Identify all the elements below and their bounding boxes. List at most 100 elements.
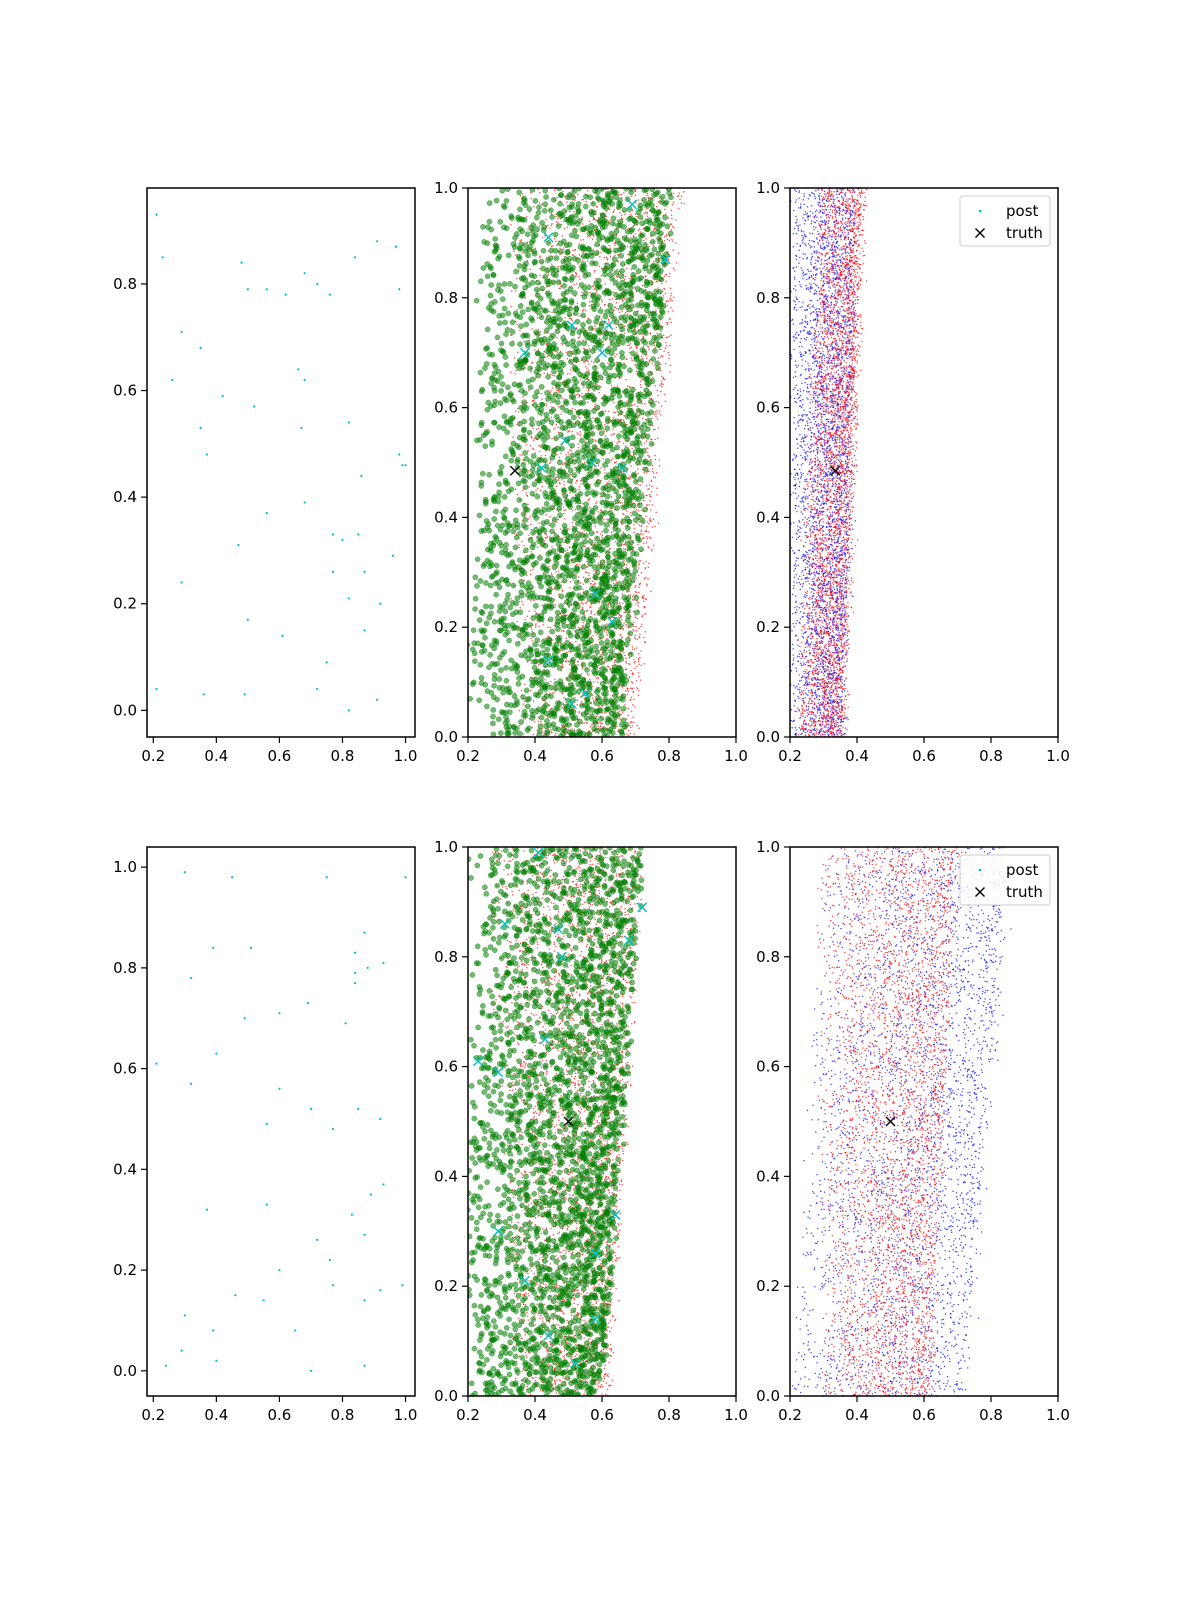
data-point <box>600 298 603 301</box>
data-point <box>493 562 500 569</box>
data-point <box>497 400 504 406</box>
data-point <box>619 261 626 267</box>
data-point <box>588 537 591 540</box>
data-point <box>265 512 268 515</box>
data-point <box>521 426 527 433</box>
data-point <box>549 528 555 535</box>
data-point <box>550 245 553 248</box>
data-point <box>506 637 512 644</box>
data-point <box>652 245 654 247</box>
data-point <box>637 574 640 577</box>
data-point <box>557 570 560 572</box>
data-point <box>598 216 600 219</box>
data-point <box>516 632 523 639</box>
data-point <box>565 614 568 617</box>
data-point <box>629 732 631 734</box>
data-point <box>555 476 558 478</box>
data-point <box>606 258 609 260</box>
data-point <box>554 328 561 335</box>
data-point <box>595 219 597 222</box>
data-point <box>650 438 653 440</box>
data-point <box>593 361 595 363</box>
data-point <box>552 231 559 238</box>
data-point <box>552 363 559 370</box>
data-point <box>496 489 502 496</box>
data-point <box>514 488 517 490</box>
data-point <box>497 468 503 475</box>
data-point <box>568 650 570 653</box>
data-point <box>591 724 593 726</box>
data-point <box>660 405 663 407</box>
data-point <box>645 494 648 497</box>
data-point <box>550 680 552 683</box>
data-point <box>524 683 526 686</box>
data-point <box>637 199 640 201</box>
data-point <box>529 689 532 692</box>
data-point <box>535 428 538 431</box>
data-point <box>646 472 648 474</box>
data-point <box>677 207 680 210</box>
data-point <box>512 283 518 290</box>
data-point <box>563 484 565 486</box>
data-point <box>265 288 268 291</box>
data-point <box>619 633 622 636</box>
data-point <box>542 683 549 690</box>
data-point <box>637 657 640 660</box>
data-point <box>632 454 635 456</box>
data-point <box>608 592 615 598</box>
data-point <box>628 344 631 347</box>
data-point <box>627 707 630 710</box>
data-point <box>379 602 382 605</box>
data-point <box>576 703 578 706</box>
data-point <box>660 348 662 351</box>
data-point <box>548 693 554 700</box>
data-point <box>616 353 618 356</box>
data-point <box>636 724 638 727</box>
data-point <box>642 562 645 564</box>
data-point <box>620 448 623 451</box>
data-point <box>559 247 561 250</box>
data-point <box>667 351 669 354</box>
data-point <box>671 217 673 220</box>
data-point <box>599 563 606 570</box>
data-point <box>554 476 556 479</box>
data-point <box>579 438 585 444</box>
data-point <box>592 285 595 287</box>
data-point <box>593 327 595 330</box>
data-point <box>534 452 537 454</box>
data-point <box>584 545 586 547</box>
data-point <box>578 488 580 491</box>
data-point <box>627 734 630 736</box>
data-point <box>594 569 601 576</box>
data-point <box>581 601 583 604</box>
data-point <box>655 471 658 474</box>
y-tick-label: 0.4 <box>113 488 137 506</box>
data-point <box>595 291 597 294</box>
data-point <box>551 223 553 225</box>
data-point <box>616 442 618 444</box>
data-point <box>664 378 666 381</box>
data-point <box>658 348 661 351</box>
data-point <box>669 297 671 300</box>
data-point <box>594 708 601 714</box>
data-point <box>561 283 567 289</box>
data-point <box>551 387 554 389</box>
data-point <box>628 249 635 256</box>
data-point <box>588 673 590 676</box>
data-point <box>643 605 645 608</box>
data-point <box>602 458 605 460</box>
data-point <box>490 731 497 737</box>
data-point <box>646 583 648 585</box>
data-point <box>544 454 547 457</box>
data-point <box>599 492 601 495</box>
data-point <box>666 238 669 240</box>
data-point <box>578 243 580 245</box>
data-point <box>544 671 551 678</box>
data-point <box>589 291 592 294</box>
data-point <box>577 530 579 533</box>
data-point <box>534 247 537 249</box>
data-point <box>516 323 518 325</box>
data-point <box>596 196 602 202</box>
data-point <box>549 332 552 335</box>
data-point <box>593 271 596 273</box>
